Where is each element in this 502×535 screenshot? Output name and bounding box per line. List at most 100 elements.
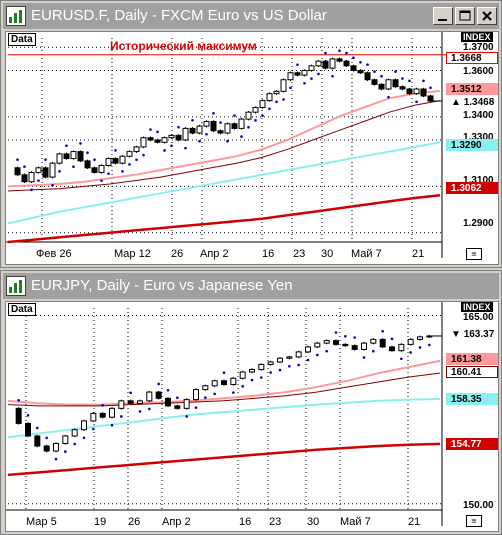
- candle-body: [105, 158, 112, 167]
- candle-body: [336, 58, 343, 62]
- sar-dot: [289, 86, 292, 90]
- sar-dot: [82, 436, 86, 440]
- y-tick-label: 1.3100: [463, 175, 494, 186]
- sar-dot: [418, 346, 422, 349]
- sar-dot: [275, 100, 278, 104]
- sar-dot: [204, 396, 207, 399]
- y-tick-label: 1.3300: [463, 132, 494, 143]
- candle-body: [98, 165, 105, 173]
- sar-dot: [373, 70, 376, 73]
- chart-app-icon: [6, 6, 26, 26]
- candle-body: [155, 391, 162, 399]
- title-bar[interactable]: EURJPY, Daily - Euro vs Japanese Yen: [3, 273, 499, 299]
- candle-body: [224, 123, 231, 134]
- sar-dot: [114, 149, 117, 152]
- window-title: EURJPY, Daily - Euro vs Japanese Yen: [31, 277, 293, 294]
- candle-body: [154, 139, 161, 143]
- minimize-button[interactable]: [433, 7, 453, 25]
- moving-average-line: [7, 372, 441, 407]
- close-icon: [482, 11, 492, 21]
- sar-dot: [73, 442, 76, 446]
- chart-options-icon[interactable]: ≡: [466, 515, 482, 527]
- sar-dot: [233, 114, 236, 117]
- chart-plot[interactable]: [6, 302, 498, 531]
- candle-body: [91, 167, 98, 173]
- eurjpy-chart-window: EURJPY, Daily - Euro vs Japanese Yen Dat…: [0, 270, 502, 535]
- chart-app-icon: [6, 276, 26, 296]
- ma-price-badge: 1.3512: [446, 83, 498, 95]
- candle-body: [351, 345, 358, 350]
- candle-body: [406, 88, 413, 95]
- candle-body: [267, 361, 274, 365]
- candle-body: [211, 380, 218, 387]
- candle-body: [371, 79, 378, 85]
- x-axis-label: Май 7: [351, 248, 382, 260]
- sar-dot: [241, 385, 244, 388]
- sar-dot: [372, 349, 375, 353]
- candle-body: [49, 162, 56, 178]
- candle-body: [286, 356, 293, 359]
- sar-dot: [92, 427, 95, 431]
- sar-dot: [129, 391, 132, 395]
- candle-body: [25, 422, 31, 437]
- candle-body: [398, 343, 405, 352]
- sar-dot: [23, 165, 26, 168]
- candle-body: [221, 380, 227, 386]
- candle-body: [42, 167, 49, 178]
- data-tag: Data: [8, 303, 36, 316]
- candle-body: [137, 400, 143, 404]
- sar-dot: [148, 407, 151, 411]
- y-tick-label: 150.00: [463, 500, 494, 511]
- sar-dot: [17, 398, 20, 402]
- sar-dot: [240, 135, 243, 138]
- sar-dot: [400, 357, 403, 361]
- moving-average-line: [7, 193, 441, 244]
- candle-body: [322, 60, 329, 69]
- chart-options-icon[interactable]: ≡: [466, 248, 482, 260]
- close-button[interactable]: [477, 7, 497, 25]
- candle-body: [323, 340, 330, 344]
- sar-dot: [184, 146, 187, 150]
- candle-body: [112, 158, 119, 164]
- x-axis-label: Май 7: [340, 516, 371, 528]
- sar-dot: [415, 100, 418, 104]
- sar-dot: [409, 351, 412, 354]
- candle-body: [196, 125, 203, 134]
- candle-body: [350, 65, 357, 71]
- sar-dot: [381, 329, 384, 333]
- price-chart[interactable]: Data INDEX 165.00 150.00 ▼ 163.37 161.38…: [5, 301, 499, 532]
- minimize-icon: [438, 19, 447, 21]
- index-label: INDEX: [461, 302, 493, 312]
- sar-dot: [232, 391, 235, 394]
- candle-body: [308, 65, 315, 71]
- sar-dot: [303, 81, 306, 85]
- chart-plot[interactable]: [6, 32, 498, 264]
- maximize-button[interactable]: [455, 7, 475, 25]
- candle-body: [161, 137, 168, 143]
- sar-dot: [142, 153, 145, 157]
- sar-dot: [306, 358, 310, 362]
- sar-dot: [194, 406, 198, 409]
- price-chart[interactable]: Data Исторический максимум INDEX 1.3700 …: [5, 31, 499, 265]
- candle-body: [258, 363, 265, 370]
- sar-dot: [205, 132, 208, 136]
- ma-price-badge: 1.3062: [446, 182, 498, 194]
- resistance-price-badge: 1.3668: [446, 52, 498, 64]
- sar-dot: [254, 119, 257, 122]
- x-axis-label: Мар 5: [26, 516, 57, 528]
- candle-body: [140, 137, 147, 148]
- candle-body: [202, 385, 209, 391]
- sar-dot: [93, 158, 96, 161]
- title-bar[interactable]: EURUSD.F, Daily - FXCM Euro vs US Dollar: [3, 3, 499, 29]
- sar-dot: [26, 414, 30, 417]
- sar-dot: [352, 56, 355, 59]
- sar-dot: [429, 86, 432, 90]
- sar-dot: [261, 114, 264, 118]
- candle-body: [266, 93, 273, 102]
- sar-dot: [51, 183, 54, 187]
- candle-body: [175, 134, 182, 141]
- candle-body: [361, 342, 367, 350]
- candle-body: [294, 72, 301, 76]
- y-tick-label: 1.3700: [463, 42, 494, 53]
- candle-body: [378, 83, 385, 90]
